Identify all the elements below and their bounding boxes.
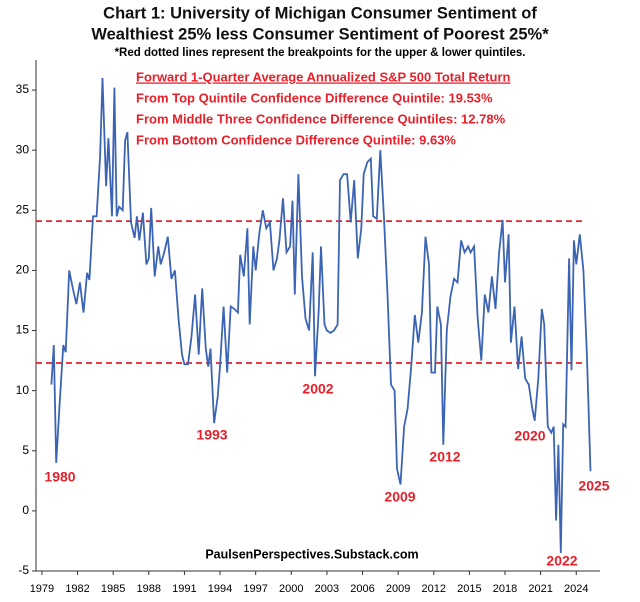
y-tick-label: -5 [18, 563, 29, 577]
note: From Top Quintile Confidence Difference … [136, 90, 493, 105]
annotation: 1993 [196, 427, 227, 443]
chart-title: Chart 1: University of Michigan Consumer… [103, 4, 537, 22]
data-line [50, 77, 592, 554]
annotation: 2020 [514, 428, 545, 444]
x-tick-label: 1988 [137, 583, 161, 595]
x-tick-label: 1985 [101, 583, 125, 595]
y-tick-label: 30 [16, 142, 30, 156]
x-tick-label: 2009 [386, 583, 410, 595]
x-tick-label: 2003 [315, 583, 339, 595]
annotation: 1980 [44, 469, 75, 485]
y-tick-label: 20 [16, 263, 30, 277]
x-tick-label: 2024 [564, 583, 588, 595]
source: PaulsenPerspectives.Substack.com [205, 547, 418, 561]
y-tick-label: 5 [22, 443, 29, 457]
x-tick-label: 2021 [528, 583, 552, 595]
y-tick-label: 15 [16, 323, 30, 337]
x-tick-label: 2000 [279, 583, 303, 595]
annotation: 2012 [429, 449, 460, 465]
x-tick-label: 1979 [30, 583, 54, 595]
y-tick-label: 0 [22, 503, 29, 517]
note: From Bottom Confidence Difference Quinti… [136, 132, 456, 147]
y-tick-label: 25 [16, 202, 30, 216]
x-tick-label: 2006 [350, 583, 374, 595]
note: From Middle Three Confidence Difference … [136, 111, 506, 126]
note: Forward 1-Quarter Average Annualized S&P… [136, 69, 511, 84]
x-tick-label: 1982 [65, 583, 89, 595]
chart-title: Wealthiest 25% less Consumer Sentiment o… [91, 25, 549, 43]
chart-subtitle: *Red dotted lines represent the breakpoi… [115, 47, 526, 59]
x-tick-label: 1994 [208, 583, 232, 595]
x-tick-label: 2015 [457, 583, 481, 595]
y-tick-label: 35 [16, 82, 30, 96]
x-tick-label: 2012 [422, 583, 446, 595]
annotation: 2022 [546, 553, 577, 569]
y-tick-label: 10 [16, 383, 30, 397]
x-tick-label: 1997 [243, 583, 267, 595]
annotation: 2009 [384, 489, 415, 505]
x-tick-label: 1991 [172, 583, 196, 595]
annotation: 2025 [578, 478, 609, 494]
annotation: 2002 [302, 381, 333, 397]
x-tick-label: 2018 [493, 583, 517, 595]
